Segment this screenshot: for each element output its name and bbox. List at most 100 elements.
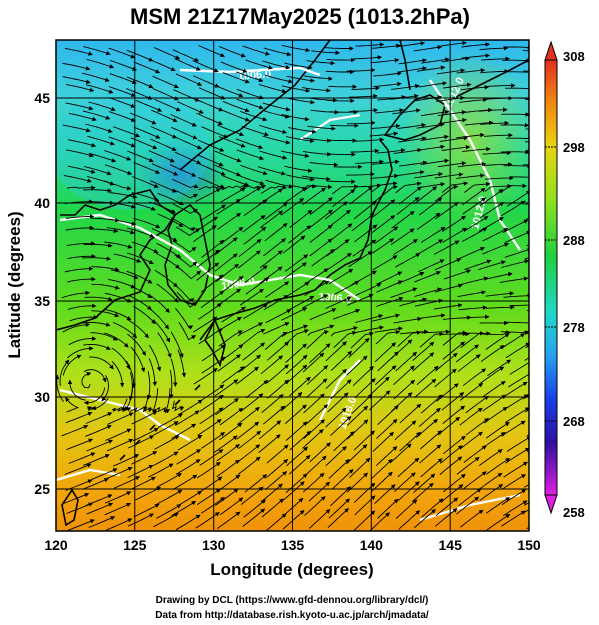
streamline-136 (150, 126, 178, 139)
streamline-366 (370, 238, 395, 255)
streamline-137 (171, 126, 198, 140)
x-tick-145: 145 (439, 537, 463, 553)
streamline-34 (326, 57, 356, 63)
streamline-3 (126, 49, 154, 62)
streamline-207 (258, 166, 286, 176)
streamline-167 (355, 137, 385, 143)
streamline-230 (286, 174, 315, 182)
streamline-66 (66, 84, 95, 93)
streamline-815 (88, 516, 116, 528)
streamline-737 (305, 455, 327, 476)
streamline-808 (421, 498, 444, 518)
streamline-317 (259, 210, 284, 229)
streamline-671 (303, 419, 325, 439)
streamline-653 (399, 403, 422, 424)
streamline-455 (399, 297, 428, 307)
grid-lines (56, 40, 529, 531)
streamline-442 (104, 309, 132, 321)
streamline-425 (220, 275, 244, 294)
streamline-118 (239, 110, 268, 122)
streamline-23 (86, 58, 115, 69)
streamline-299 (353, 201, 377, 220)
streamline-770 (62, 492, 90, 505)
streamline-467 (178, 322, 197, 341)
streamline-195 (482, 150, 512, 156)
streamline-692 (289, 430, 312, 451)
streamline-464 (112, 322, 138, 339)
streamline-52 (236, 71, 264, 83)
streamline-377 (126, 270, 153, 284)
streamline-98 (286, 97, 315, 105)
plot-area: 1006.0 1006.0 1006.0 1016.0 1012.0 1012.… (56, 40, 529, 531)
streamline-361 (263, 238, 286, 257)
streamline-820 (195, 512, 220, 529)
streamline-798 (201, 497, 226, 514)
streamline-430 (333, 281, 360, 295)
streamline-304 (462, 197, 487, 215)
streamline-603 (267, 379, 290, 399)
streamline-297 (309, 197, 333, 216)
streamline-408 (328, 268, 354, 285)
streamline-111 (82, 110, 111, 120)
streamline-90 (108, 97, 136, 108)
streamline-120 (281, 113, 310, 122)
streamline-560 (285, 354, 308, 375)
streamline-82 (418, 81, 448, 88)
streamline-419 (84, 296, 113, 302)
streamline-40 (461, 53, 491, 59)
streamline-782 (329, 486, 352, 507)
streamline-648 (285, 404, 307, 424)
streamline-130 (501, 112, 529, 117)
streamline-365 (352, 239, 377, 257)
streamline-679 (485, 421, 510, 439)
streamline-488 (157, 332, 172, 359)
streamline-251 (260, 184, 288, 194)
streamline-242 (66, 185, 96, 190)
contour-label-2: 1006.0 (220, 275, 255, 293)
streamline-594 (56, 374, 64, 402)
streamline-422 (147, 293, 170, 313)
streamline-384 (284, 254, 309, 272)
streamline-208 (284, 165, 313, 173)
streamline-700 (459, 431, 483, 450)
streamline-440 (67, 303, 97, 310)
streamline-298 (324, 201, 348, 220)
streamline-520 (375, 329, 401, 345)
streamline-666 (197, 419, 222, 436)
streamline-654 (418, 407, 441, 428)
streamline-383 (259, 250, 283, 269)
streamline-812 (503, 500, 528, 517)
streamline-788 (458, 488, 482, 506)
streamline-734 (237, 456, 261, 475)
streamline-683 (86, 439, 113, 452)
streamline-526 (500, 333, 526, 350)
streamline-412 (414, 271, 441, 283)
streamline-696 (372, 431, 394, 452)
streamline-621 (177, 399, 203, 416)
streamline-225 (172, 178, 199, 189)
streamline-662 (105, 428, 132, 441)
streamline-119 (261, 109, 290, 119)
streamline-415 (484, 272, 513, 280)
streamline-830 (413, 509, 436, 529)
streamline-801 (261, 498, 284, 518)
streamline-396 (67, 276, 96, 283)
streamline-141 (259, 124, 288, 135)
streamline-600 (200, 384, 225, 402)
streamline-301 (396, 196, 420, 215)
x-tick-150: 150 (517, 537, 541, 553)
streamline-693 (302, 428, 324, 449)
streamline-525 (485, 333, 510, 350)
streamline-588 (416, 365, 439, 386)
streamline-75 (258, 83, 287, 94)
streamline-651 (346, 405, 369, 426)
streamline-429 (304, 280, 330, 296)
streamline-431 (355, 283, 382, 296)
streamline-178 (103, 150, 132, 161)
streamline-713 (266, 444, 289, 464)
streamline-179 (127, 150, 154, 163)
streamline-176 (65, 149, 94, 158)
streamline-243 (83, 188, 113, 193)
streamline-93 (177, 101, 204, 114)
streamline-160 (197, 139, 225, 152)
